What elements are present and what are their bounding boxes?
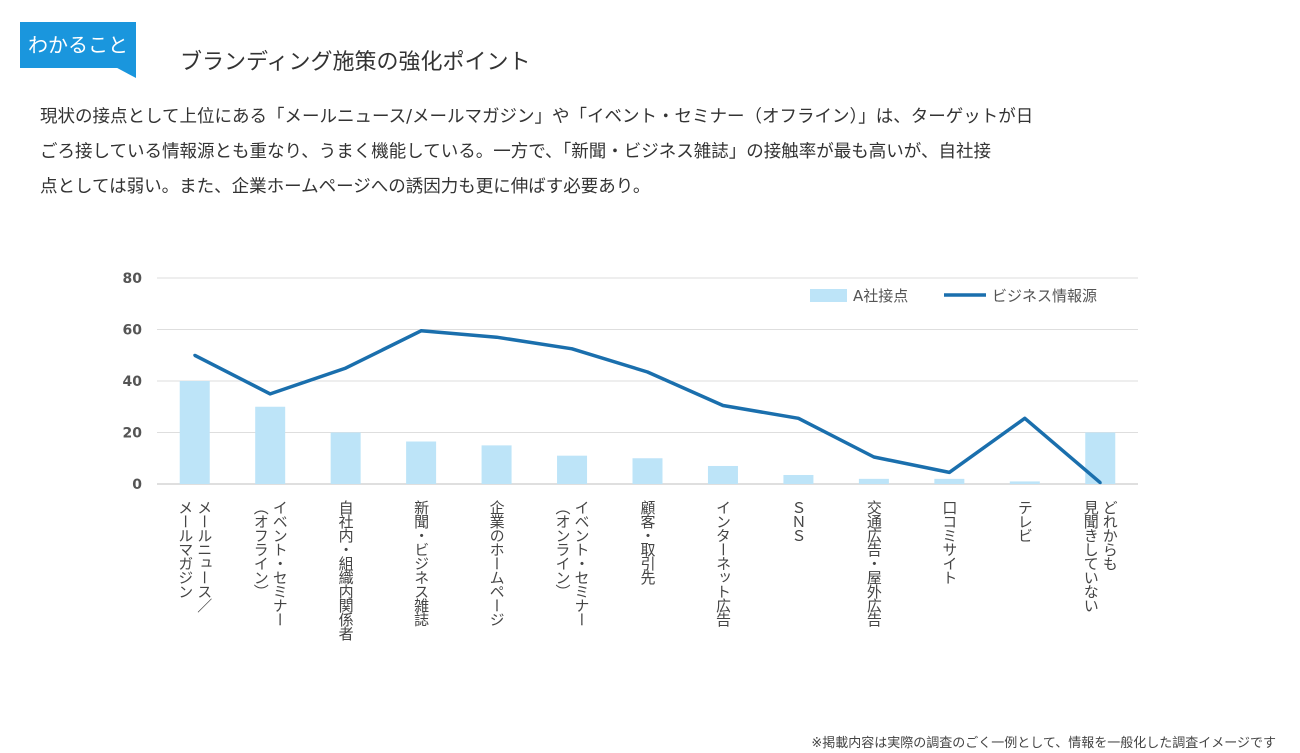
section-badge xyxy=(20,22,136,68)
line-point xyxy=(1023,416,1027,420)
category-label: 見聞きしていない xyxy=(1082,500,1100,612)
category-label: ＳＮＳ xyxy=(789,500,807,542)
bar xyxy=(934,478,965,484)
bar xyxy=(255,406,286,484)
category-label: 口コミサイト xyxy=(940,500,958,584)
line-point xyxy=(570,347,574,351)
y-tick-label: 80 xyxy=(123,271,143,287)
description: 現状の接点として上位にある「メールニュース/メールマガジン」や「イベント・セミナ… xyxy=(40,100,1190,205)
bar xyxy=(707,465,738,484)
category-label: インターネット広告 xyxy=(714,500,732,627)
line-point xyxy=(419,329,423,333)
section-badge-label: わかること xyxy=(28,33,128,57)
category-label: どれからも xyxy=(1101,500,1119,571)
description-line: 点としては弱い。また、企業ホームページへの誘因力も更に伸ばす必要あり。 xyxy=(40,177,651,197)
line-point xyxy=(1098,481,1102,485)
line-point xyxy=(947,470,951,474)
line-point xyxy=(495,335,499,339)
description-line: ごろ接している情報源とも重なり、うまく機能している。一方で、「新聞・ビジネス雑誌… xyxy=(40,142,991,162)
category-label: イベント・セミナー xyxy=(573,500,591,626)
legend-label: ビジネス情報源 xyxy=(992,287,1097,305)
line-point xyxy=(721,403,725,407)
bar xyxy=(1085,432,1116,484)
y-tick-label: 20 xyxy=(123,426,143,442)
category-label: メールマガジン xyxy=(176,500,194,598)
legend-swatch-bar xyxy=(810,289,847,302)
category-label: （オフライン） xyxy=(252,500,270,598)
category-label: メールニュース／ xyxy=(195,500,213,612)
bar xyxy=(406,441,437,484)
bar xyxy=(330,432,361,484)
line-point xyxy=(872,455,876,459)
category-label: イベント・セミナー xyxy=(271,500,289,626)
category-label: （オンライン） xyxy=(554,500,572,598)
description-line: 現状の接点として上位にある「メールニュース/メールマガジン」や「イベント・セミナ… xyxy=(40,107,1034,127)
legend-label: A社接点 xyxy=(853,287,908,305)
category-label: 自社内・組織内関係者 xyxy=(337,500,355,641)
line-point xyxy=(646,370,649,374)
bar xyxy=(481,445,512,484)
bar xyxy=(179,381,210,484)
footnote: ※掲載内容は実際の調査のごく一例として、情報を一般化した調査イメージです xyxy=(811,736,1276,751)
bar xyxy=(632,458,663,484)
y-tick-label: 40 xyxy=(123,374,143,390)
category-label: 交通広告・屋外広告 xyxy=(865,499,883,627)
bar xyxy=(1009,481,1040,484)
line-point xyxy=(193,353,197,357)
category-label: 企業のホームページ xyxy=(488,499,506,626)
line-point xyxy=(796,416,800,420)
category-label: 新聞・ビジネス雑誌 xyxy=(412,500,430,627)
category-label: テレビ xyxy=(1016,500,1034,542)
bar xyxy=(858,478,889,484)
y-tick-label: 60 xyxy=(123,323,143,339)
section-badge-tail xyxy=(106,62,136,78)
line-point xyxy=(344,366,348,370)
page-title: ブランディング施策の強化ポイント xyxy=(180,50,531,75)
category-label: 顧客・取引先 xyxy=(639,500,657,586)
bar xyxy=(557,455,588,484)
line-point xyxy=(268,392,272,396)
bar xyxy=(783,474,814,484)
y-tick-label: 0 xyxy=(132,477,142,493)
